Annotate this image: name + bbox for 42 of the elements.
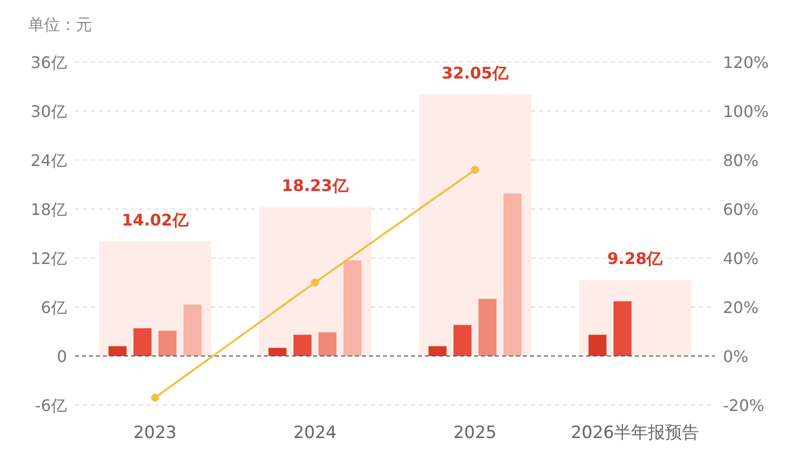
x-tick-label: 2023 [133,423,177,443]
y2-tick-label: 40% [723,249,759,268]
bar [614,301,632,356]
y2-tick-label: 0% [723,347,748,366]
bar [294,334,312,356]
text: 单位：元 [28,15,92,34]
data-label: 32.05亿 [442,63,510,82]
y-tick-label: 12亿 [30,249,67,268]
bar [504,193,522,356]
bar [454,324,472,356]
bar [344,260,362,356]
x-tick-label: 2026半年报预告 [570,423,700,443]
y2-tick-label: 20% [723,298,759,317]
bar [158,330,176,356]
y-tick-label: 6亿 [40,298,67,317]
data-label: 9.28亿 [607,249,664,268]
y2-tick-label: 60% [723,200,759,219]
bar [184,304,202,356]
x-tick-label: 2025 [453,423,497,443]
bar [108,346,126,356]
data-label: 14.02亿 [122,210,190,230]
y2-tick-label: 80% [723,151,759,170]
y-tick-label: 24亿 [30,151,67,170]
bar [588,334,606,356]
bar [478,298,496,356]
x-tick-label: 2024 [293,423,337,443]
bar [134,328,152,356]
y-tick-label: 18亿 [30,200,67,219]
y2-tick-label: -20% [723,396,764,415]
bar [268,348,286,356]
y2-tick-label: 120% [723,53,769,72]
data-label: 18.23亿 [282,176,350,196]
bar [318,332,336,356]
point [471,166,479,174]
y-tick-label: 36亿 [30,53,67,72]
bar [428,346,446,356]
y-tick-label: -6亿 [35,396,67,415]
point [311,278,319,286]
y-tick-label: 0 [56,347,67,366]
y2-tick-label: 100% [723,102,769,121]
y-tick-label: 30亿 [30,102,67,121]
point [151,394,159,402]
